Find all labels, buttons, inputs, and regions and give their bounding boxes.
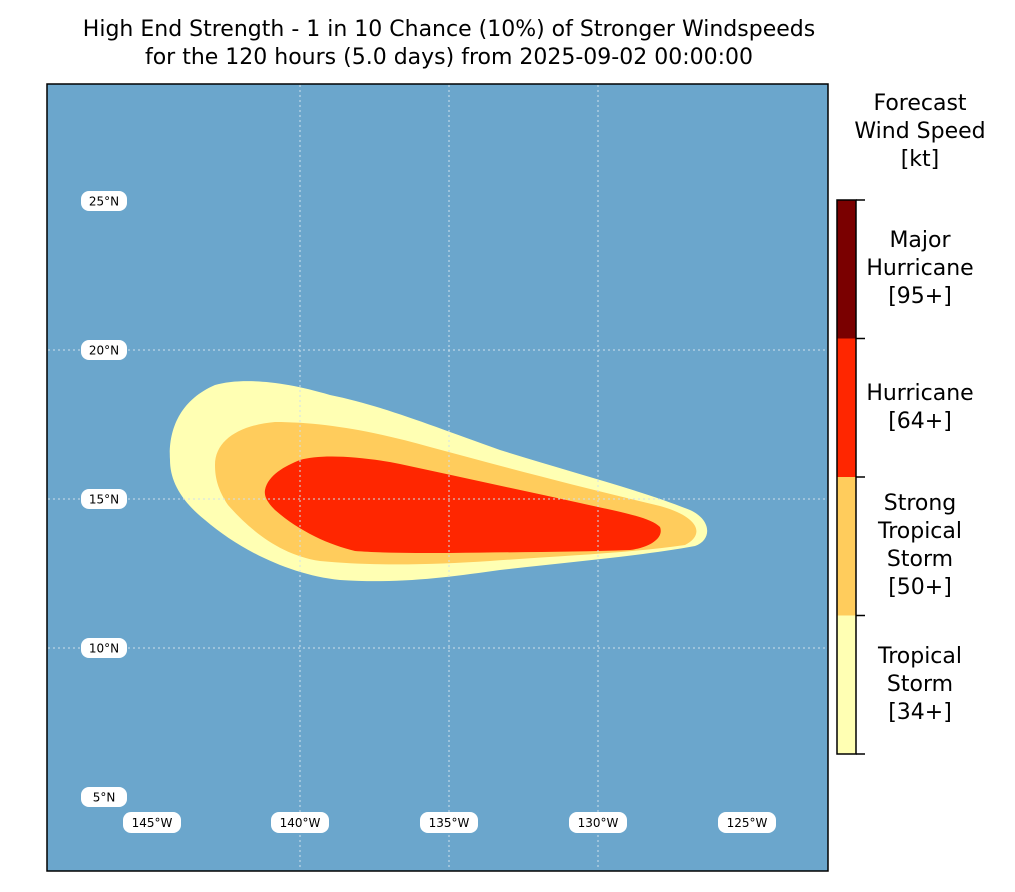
longitude-labels: 145°W 140°W 135°W 130°W 125°W bbox=[123, 812, 776, 833]
colorbar bbox=[836, 199, 865, 755]
colorbar-title-line-1: Forecast bbox=[873, 91, 967, 116]
colorbar-category-line: Strong bbox=[883, 491, 957, 517]
longitude-label-box bbox=[718, 812, 776, 833]
latitude-label: 5°N bbox=[93, 791, 116, 805]
colorbar-category-line: [34+] bbox=[888, 699, 952, 725]
longitude-label: 140°W bbox=[280, 816, 321, 830]
colorbar-category-line: [95+] bbox=[888, 284, 952, 310]
map-frame bbox=[46, 83, 829, 872]
latitude-label-box bbox=[81, 340, 127, 360]
colorbar-category-label: Strong Tropical Storm [50+] bbox=[840, 490, 1000, 602]
colorbar-title: Forecast Wind Speed [kt] bbox=[830, 90, 1010, 174]
colorbar-segment bbox=[837, 338, 856, 477]
longitude-label-box bbox=[569, 812, 627, 833]
latitude-label-box bbox=[81, 489, 127, 509]
colorbar-title-line-3: [kt] bbox=[900, 147, 940, 172]
colorbar-category-line: Tropical bbox=[878, 519, 962, 545]
colorbar-segment bbox=[837, 615, 856, 754]
colorbar-category-line: [50+] bbox=[888, 575, 952, 601]
colorbar-category-label: Hurricane [64+] bbox=[840, 380, 1000, 436]
latitude-label-box bbox=[81, 191, 127, 211]
colorbar-category-label: Tropical Storm [34+] bbox=[840, 643, 1000, 727]
latitude-label-box bbox=[81, 787, 127, 807]
longitude-label: 145°W bbox=[132, 816, 173, 830]
longitude-label-box bbox=[123, 812, 181, 833]
colorbar-category-label: Major Hurricane [95+] bbox=[840, 227, 1000, 311]
colorbar-category-line: [64+] bbox=[888, 408, 952, 434]
longitude-label-box bbox=[420, 812, 478, 833]
colorbar-segment bbox=[837, 200, 856, 339]
colorbar-category-line: Hurricane bbox=[866, 380, 974, 406]
graticule bbox=[48, 85, 827, 870]
latitude-labels: 25°N 20°N 15°N 10°N 5°N bbox=[81, 191, 127, 807]
longitude-label-box bbox=[271, 812, 329, 833]
longitude-label: 125°W bbox=[727, 816, 768, 830]
swath-hurricane bbox=[264, 456, 661, 553]
colorbar-category-line: Storm bbox=[886, 547, 954, 573]
colorbar-category-line: Hurricane bbox=[866, 256, 974, 282]
latitude-label: 20°N bbox=[89, 344, 119, 358]
wind-swath bbox=[169, 381, 708, 582]
title-line-2: for the 120 hours (5.0 days) from 2025-0… bbox=[144, 45, 754, 70]
colorbar-segment bbox=[837, 477, 856, 616]
longitude-label: 135°W bbox=[429, 816, 470, 830]
colorbar-category-line: Major bbox=[889, 228, 951, 254]
colorbar-title-line-2: Wind Speed bbox=[854, 119, 986, 144]
longitude-label: 130°W bbox=[578, 816, 619, 830]
latitude-label: 25°N bbox=[89, 195, 119, 209]
latitude-label: 15°N bbox=[89, 493, 119, 507]
title-line-1: High End Strength - 1 in 10 Chance (10%)… bbox=[82, 17, 816, 42]
latitude-label-box bbox=[81, 638, 127, 658]
colorbar-category-line: Tropical bbox=[878, 643, 962, 669]
chart-title: High End Strength - 1 in 10 Chance (10%)… bbox=[0, 16, 898, 72]
colorbar-category-line: Storm bbox=[886, 671, 954, 697]
latitude-label: 10°N bbox=[89, 642, 119, 656]
